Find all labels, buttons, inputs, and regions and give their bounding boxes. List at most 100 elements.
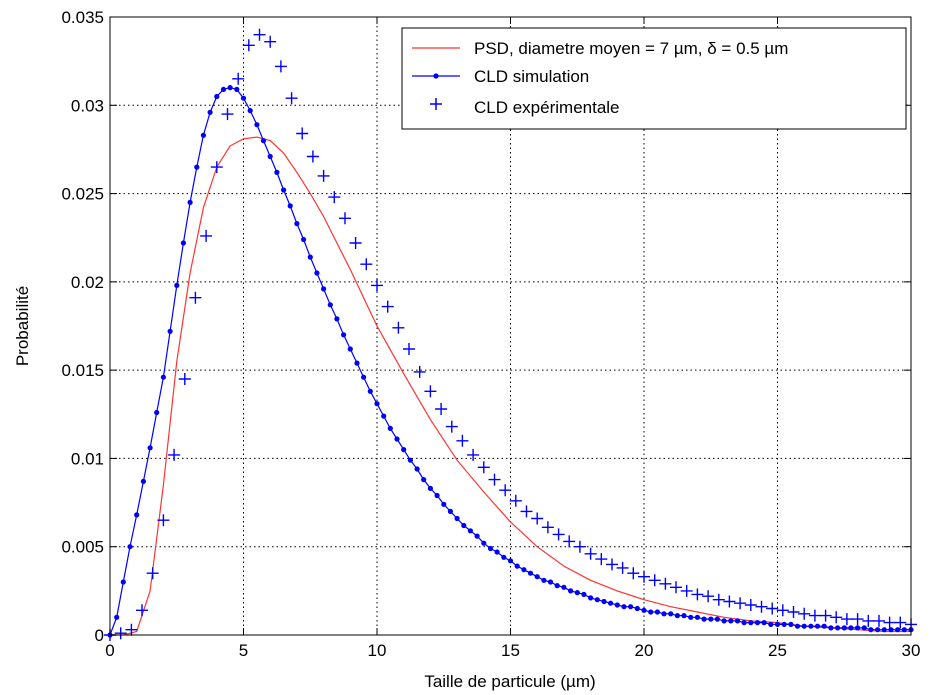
cld-experimental-point — [573, 540, 586, 553]
cld-simulation-point — [354, 360, 360, 366]
cld-simulation-point — [274, 169, 280, 175]
cld-simulation-point — [768, 621, 774, 628]
legend-cld-experimental-marker — [430, 98, 442, 110]
x-tick-label: 15 — [501, 641, 520, 660]
cld-experimental-point — [435, 403, 448, 415]
series-2 — [104, 28, 917, 641]
cld-experimental-point — [830, 611, 843, 624]
cld-simulation-point — [527, 570, 534, 576]
cld-simulation-point — [868, 627, 874, 633]
cld-simulation-point — [721, 618, 727, 624]
cld-simulation-point — [207, 109, 213, 115]
cld-simulation-point — [888, 627, 894, 633]
cld-simulation-point — [581, 591, 587, 598]
cld-simulation-point — [301, 236, 307, 243]
cld-experimental-point — [146, 567, 159, 580]
series-layer — [104, 28, 917, 641]
cld-simulation-point — [474, 533, 480, 539]
cld-simulation-point — [134, 512, 140, 518]
cld-experimental-point — [691, 588, 704, 601]
cld-experimental-point — [606, 558, 618, 571]
cld-experimental-point — [819, 609, 832, 622]
cld-simulation-point — [434, 492, 440, 499]
y-tick-label: 0.025 — [61, 185, 104, 204]
cld-experimental-point — [136, 604, 148, 617]
y-axis-title: Probabilité — [13, 286, 32, 366]
cld-simulation-point — [374, 401, 380, 407]
cld-experimental-point — [862, 614, 875, 627]
x-tick-label: 30 — [902, 641, 921, 660]
cld-experimental-point — [253, 28, 266, 41]
cld-simulation-point — [661, 611, 667, 617]
cld-simulation-point — [467, 528, 473, 534]
cld-simulation-point — [561, 584, 567, 590]
x-tick-label: 10 — [368, 641, 387, 660]
cld-simulation-point — [654, 609, 661, 615]
cld-simulation-point — [608, 600, 614, 606]
cld-experimental-point — [168, 448, 181, 461]
cld-simulation-point — [421, 477, 427, 483]
cld-experimental-point — [242, 39, 255, 52]
cld-simulation-point — [487, 545, 494, 552]
cld-experimental-point — [274, 60, 287, 73]
cld-simulation-point — [254, 122, 260, 128]
cld-experimental-point — [509, 494, 522, 507]
cld-simulation-point — [454, 515, 460, 522]
cld-experimental-point — [894, 616, 907, 629]
cld-experimental-point — [659, 577, 672, 590]
cld-experimental-point — [563, 535, 576, 548]
cld-simulation-point — [447, 508, 453, 514]
cld-simulation-point — [260, 138, 267, 144]
y-tick-label: 0 — [95, 626, 104, 645]
cld-experimental-point — [456, 434, 469, 447]
cld-experimental-point — [349, 237, 362, 249]
cld-experimental-point — [424, 385, 437, 398]
cld-simulation-point — [634, 605, 640, 612]
cld-simulation-point — [327, 302, 333, 308]
cld-simulation-point — [708, 616, 714, 622]
cld-simulation-point — [628, 604, 634, 610]
cld-simulation-point — [294, 221, 300, 227]
cld-experimental-point — [445, 420, 458, 433]
cld-simulation-point — [381, 413, 387, 419]
cld-experimental-point — [210, 161, 223, 174]
cld-experimental-point — [723, 595, 736, 608]
y-tick-label: 0.035 — [61, 8, 104, 27]
cld-simulation-point — [180, 240, 186, 246]
cld-simulation-point — [314, 270, 320, 276]
cld-experimental-point — [306, 150, 319, 163]
cld-simulation-point — [594, 597, 600, 603]
cld-simulation-point — [387, 425, 393, 431]
cld-simulation-point — [154, 409, 160, 416]
cld-simulation-point — [501, 554, 507, 560]
cld-simulation-point — [234, 86, 240, 92]
cld-simulation-point — [214, 93, 220, 100]
cld-experimental-point — [808, 609, 821, 622]
cld-simulation-point — [187, 199, 193, 205]
cld-simulation-point — [167, 328, 173, 334]
cld-experimental-point — [787, 606, 800, 618]
y-tick-label: 0.015 — [61, 361, 104, 380]
psd-curve — [110, 136, 911, 636]
cld-simulation-point — [648, 609, 654, 615]
series-0 — [110, 136, 911, 636]
y-tick-label: 0.005 — [61, 538, 104, 557]
cld-experimental-point — [381, 300, 394, 313]
cld-simulation-point — [461, 522, 467, 529]
y-tick-label: 0.02 — [71, 273, 104, 292]
cld-simulation-point — [774, 621, 781, 628]
cld-simulation-point — [681, 613, 687, 619]
cld-simulation-point — [734, 618, 741, 624]
cld-simulation-point — [801, 623, 807, 629]
cld-simulation-point — [114, 614, 120, 620]
cld-experimental-point — [873, 614, 885, 627]
cld-simulation-point — [227, 85, 233, 91]
cld-simulation-point — [875, 627, 881, 633]
cld-simulation-point — [821, 623, 827, 629]
cld-experimental-point — [798, 607, 811, 620]
cld-experimental-point — [766, 602, 779, 615]
cld-simulation-point — [414, 466, 420, 472]
cld-simulation-point — [307, 254, 313, 260]
cld-experimental-point — [296, 127, 309, 140]
cld-experimental-point — [232, 72, 245, 85]
